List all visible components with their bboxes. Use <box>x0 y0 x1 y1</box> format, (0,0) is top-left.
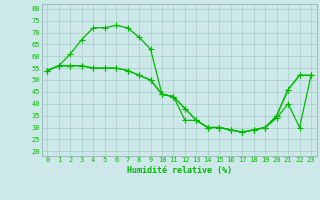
X-axis label: Humidité relative (%): Humidité relative (%) <box>127 166 232 175</box>
